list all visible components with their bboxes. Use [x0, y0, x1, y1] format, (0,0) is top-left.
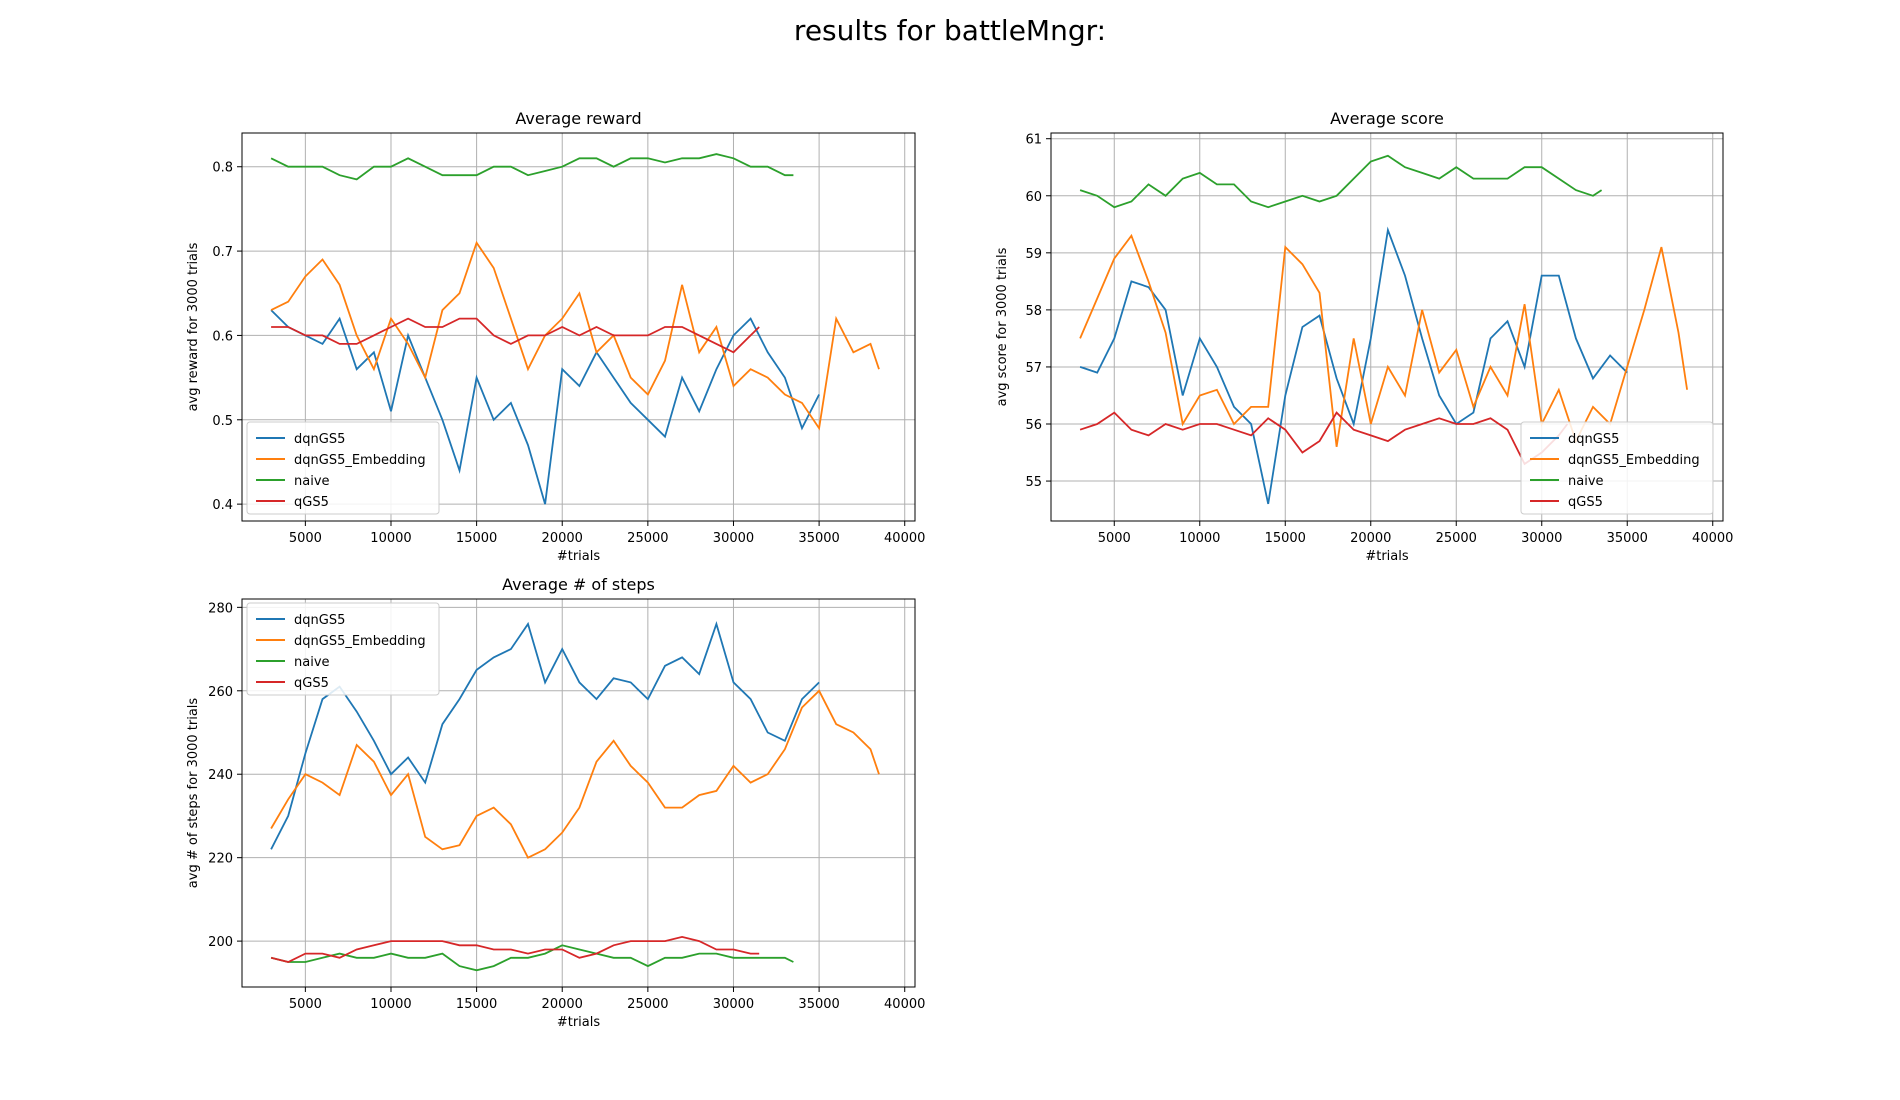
y-tick-label: 55 — [1025, 475, 1042, 490]
x-tick-label: 30000 — [713, 531, 754, 546]
x-tick-label: 10000 — [1179, 531, 1220, 546]
x-tick-label: 40000 — [884, 997, 925, 1012]
x-tick-label: 20000 — [542, 531, 583, 546]
y-tick-label: 60 — [1025, 190, 1042, 205]
y-tick-label: 260 — [208, 685, 233, 700]
figure-suptitle: results for battleMngr: — [793, 14, 1107, 47]
y-axis-label: avg reward for 3000 trials — [186, 242, 201, 411]
legend-entry: dqnGS5 — [294, 432, 345, 447]
x-axis-label: #trials — [1365, 549, 1409, 564]
x-tick-label: 40000 — [884, 531, 925, 546]
legend-box — [1520, 421, 1714, 515]
x-tick-label: 5000 — [1098, 531, 1131, 546]
x-tick-label: 10000 — [370, 997, 411, 1012]
chart-0: 5000 10000 15000 20000 25000 30000 35000 40000 0… — [186, 109, 925, 564]
x-tick-label: 15000 — [456, 531, 497, 546]
x-tick-label: 30000 — [1521, 531, 1562, 546]
series-line-dqnGS5_Embedding — [270, 240, 880, 431]
legend-entry: naive — [294, 655, 330, 670]
series-line-dqnGS5 — [270, 309, 820, 505]
y-tick-label: 220 — [208, 852, 233, 867]
x-tick-label: 20000 — [542, 997, 583, 1012]
y-tick-label: 56 — [1025, 418, 1042, 433]
x-tick-label: 25000 — [627, 997, 668, 1012]
legend-entry: naive — [1568, 474, 1604, 489]
y-tick-label: 0.4 — [212, 498, 233, 513]
legend-entry: qGS5 — [294, 495, 329, 510]
chart-title: Average reward — [515, 109, 641, 128]
y-tick-label: 0.8 — [212, 161, 233, 176]
y-tick-label: 0.5 — [212, 414, 233, 429]
y-tick-label: 0.6 — [212, 329, 233, 344]
x-tick-label: 15000 — [1265, 531, 1306, 546]
x-tick-label: 30000 — [713, 997, 754, 1012]
x-tick-label: 20000 — [1350, 531, 1391, 546]
plot-frame — [241, 598, 916, 988]
plot-frame — [1050, 132, 1724, 522]
x-tick-label: 35000 — [798, 997, 839, 1012]
legend-box — [246, 602, 440, 696]
x-axis-label: #trials — [557, 1015, 601, 1030]
y-tick-label: 61 — [1025, 133, 1042, 148]
legend-entry: dqnGS5_Embedding — [294, 453, 426, 468]
legend-entry: dqnGS5 — [1568, 432, 1619, 447]
y-tick-label: 57 — [1025, 361, 1042, 376]
series-line-dqnGS5 — [270, 621, 820, 850]
series-line-naive — [1079, 154, 1603, 209]
x-tick-label: 40000 — [1692, 531, 1733, 546]
x-tick-label: 35000 — [1607, 531, 1648, 546]
x-tick-label: 5000 — [289, 997, 322, 1012]
y-tick-label: 58 — [1025, 304, 1042, 319]
chart-2: 5000 10000 15000 20000 25000 30000 35000 40000 2… — [186, 575, 925, 1030]
chart-title: Average # of steps — [502, 575, 655, 594]
series-line-dqnGS5 — [1079, 226, 1628, 505]
chart-title: Average score — [1330, 109, 1444, 128]
legend-entry: qGS5 — [1568, 495, 1603, 510]
series-line-qGS5 — [1079, 411, 1569, 466]
y-axis-label: avg score for 3000 trials — [995, 247, 1010, 406]
plot-frame — [241, 132, 916, 522]
series-line-qGS5 — [271, 317, 760, 354]
y-tick-label: 240 — [208, 768, 233, 783]
x-tick-label: 25000 — [1436, 531, 1477, 546]
legend-entry: dqnGS5_Embedding — [294, 634, 426, 649]
y-axis-label: avg # of steps for 3000 trials — [186, 698, 201, 889]
legend-entry: qGS5 — [294, 676, 329, 691]
y-tick-label: 200 — [208, 935, 233, 950]
series-line-qGS5 — [270, 935, 760, 963]
y-tick-label: 0.7 — [212, 245, 233, 260]
legend-entry: dqnGS5_Embedding — [1568, 453, 1700, 468]
y-tick-label: 280 — [208, 601, 233, 616]
series-line-dqnGS5_Embedding — [1079, 233, 1688, 447]
x-axis-label: #trials — [557, 549, 601, 564]
x-tick-label: 15000 — [456, 997, 497, 1012]
x-tick-label: 5000 — [289, 531, 322, 546]
y-tick-label: 59 — [1025, 247, 1042, 262]
legend-entry: dqnGS5 — [294, 613, 345, 628]
x-tick-label: 35000 — [798, 531, 839, 546]
legend-entry: naive — [294, 474, 330, 489]
series-line-naive — [270, 153, 794, 181]
x-tick-label: 25000 — [627, 531, 668, 546]
chart-1: 5000 10000 15000 20000 25000 30000 35000 40000 5… — [995, 109, 1733, 564]
legend-box — [246, 421, 440, 515]
series-line-dqnGS5_Embedding — [270, 689, 880, 859]
x-tick-label: 10000 — [370, 531, 411, 546]
series-line-naive — [270, 944, 794, 972]
